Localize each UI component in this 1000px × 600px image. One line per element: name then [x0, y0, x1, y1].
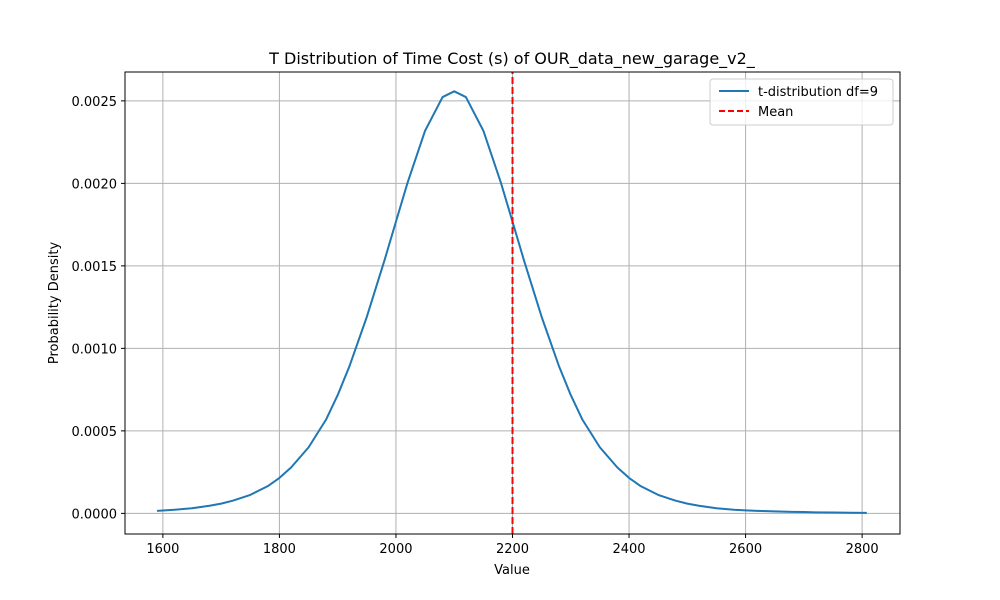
x-axis-label: Value	[494, 563, 530, 578]
y-tick-label: 0.0005	[72, 425, 118, 440]
legend: t-distribution df=9 Mean	[709, 78, 894, 126]
x-tick-label: 2800	[846, 542, 879, 557]
legend-label-mean: Mean	[758, 105, 793, 120]
y-axis-label: Probability Density	[47, 242, 62, 365]
ticks-layer: 1600 1800 2000 2200 2400 2600 2800 0.0000 0.0005…	[72, 95, 879, 557]
x-tick-label: 1600	[146, 542, 179, 557]
y-tick-label: 0.0010	[72, 342, 118, 357]
x-tick-label: 2000	[379, 542, 412, 557]
y-tick-label: 0.0000	[72, 507, 118, 522]
y-tick-label: 0.0015	[72, 260, 118, 275]
legend-label-t-distribution: t-distribution df=9	[758, 85, 878, 100]
x-tick-label: 2200	[496, 542, 529, 557]
series-layer	[156, 72, 867, 534]
legend-frame	[709, 78, 894, 126]
chart-title: T Distribution of Time Cost (s) of OUR_d…	[268, 49, 756, 69]
y-tick-label: 0.0020	[72, 177, 118, 192]
x-tick-label: 2400	[612, 542, 645, 557]
x-tick-label: 2600	[729, 542, 762, 557]
y-tick-label: 0.0025	[72, 95, 118, 110]
x-tick-label: 1800	[263, 542, 296, 557]
